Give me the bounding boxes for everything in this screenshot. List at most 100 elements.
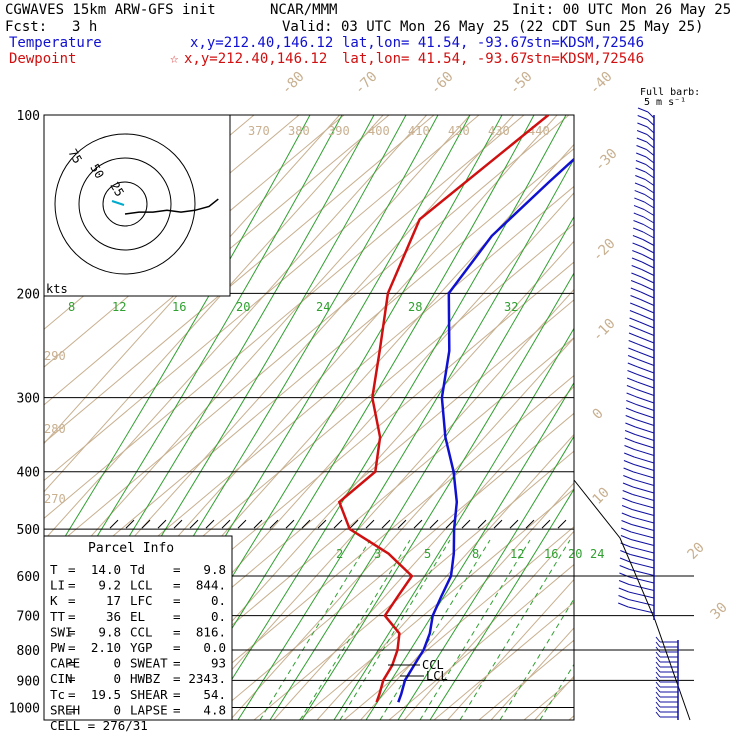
lcl-label: LCL [426, 669, 448, 683]
wind-barb [636, 152, 655, 164]
parcel-param-value: 2.10 [91, 640, 121, 655]
theta-label: 290 [44, 349, 66, 363]
hodograph-ring-50 [78, 157, 172, 251]
wind-barb [655, 641, 678, 648]
dry-adiabat-line [614, 115, 740, 720]
isotherm-line [273, 385, 574, 720]
mixing-ratio-label: 16 [544, 547, 558, 561]
wind-barb [627, 377, 655, 389]
parcel-param-name: TT [50, 609, 66, 624]
parcel-param-name: SREH [50, 702, 80, 717]
wind-barb [655, 681, 678, 688]
forecast-label: Fcst: [5, 19, 48, 35]
wind-barb [621, 527, 655, 539]
hodograph-storm-vector [111, 200, 125, 206]
moist-adiabat-line [499, 597, 574, 720]
theta-label: 280 [44, 422, 66, 436]
parcel-param-name: LFC [130, 593, 153, 608]
hatch-mark [429, 519, 439, 529]
isotherm-line [44, 115, 427, 541]
parcel-param-value: 17 [106, 593, 121, 608]
hatch-mark [189, 519, 199, 529]
mixing-ratio-label: 20 [236, 300, 250, 314]
parcel-param-name: YGP [130, 640, 153, 655]
wind-barb [624, 445, 655, 456]
wind-barb [637, 122, 655, 134]
parcel-param-name: PW [50, 640, 66, 655]
temperature-latlon: lat,lon= 41.54, -93.67 [342, 35, 528, 51]
dry-adiabat-line [44, 115, 390, 406]
wind-barb [634, 190, 655, 201]
pressure-tick-label: 300 [17, 392, 40, 407]
hodograph-ring-75 [54, 133, 196, 275]
wind-barb [624, 452, 655, 464]
wind-barb [633, 212, 655, 224]
parcel-param-name: LI [50, 578, 65, 593]
moist-adiabat-line [259, 539, 371, 720]
parcel-param-name: EL [130, 609, 145, 624]
parcel-equals: = [173, 562, 181, 577]
wind-barb [626, 400, 655, 411]
hodograph-ring-label: 50 [87, 162, 106, 182]
wind-barb [631, 265, 655, 276]
wind-barb [621, 505, 655, 516]
isotherm-label: 0 [590, 406, 607, 423]
pressure-tick-label: 1000 [9, 701, 40, 716]
pressure-tick-label: 800 [17, 644, 40, 659]
isotherm-line [447, 578, 574, 720]
hatch-mark [301, 519, 311, 529]
parcel-info-box: Parcel Info [43, 535, 233, 721]
wind-barb [628, 347, 655, 359]
hatch-mark [477, 519, 487, 529]
dry-adiabat-line [118, 337, 574, 720]
wind-barb [633, 205, 655, 216]
wind-barb [655, 706, 678, 713]
isotherm-line [316, 433, 574, 720]
mixing-ratio-line [237, 158, 574, 720]
wind-barb [625, 422, 655, 434]
hatch-mark [509, 519, 519, 529]
isotherm-label: -30 [592, 146, 621, 175]
wind-barb [632, 235, 655, 246]
mixing-ratio-label: 28 [408, 300, 422, 314]
parcel-param-name: CAPE [50, 656, 80, 671]
dewpoint-trace [337, 115, 550, 703]
forecast-hour: 3 h [72, 19, 98, 35]
dry-adiabat-line [343, 526, 574, 720]
parcel-equals: = [173, 687, 181, 702]
parcel-equals: = [173, 593, 181, 608]
dewpoint-xy: x,y=212.40,146.12 [184, 51, 328, 67]
hodograph-ring-label: 25 [107, 180, 126, 200]
parcel-param-value: 14.0 [91, 562, 121, 577]
theta-label: 380 [288, 124, 310, 138]
theta-label: 440 [528, 124, 550, 138]
pressure-tick-label: 400 [17, 466, 40, 481]
hatch-mark [141, 519, 151, 529]
wind-barb [655, 701, 678, 708]
parcel-equals: = [68, 640, 76, 655]
wind-barb [624, 430, 655, 441]
wind-barb [629, 310, 655, 321]
hatch-mark [365, 519, 375, 529]
isotherm-line [490, 627, 574, 720]
mixing-ratio-line [333, 327, 574, 720]
mixing-ratio-label: 12 [510, 547, 524, 561]
dewpoint-legend: Dewpoint [9, 51, 77, 67]
mixing-ratio-label: 20 [568, 547, 582, 561]
wind-barb [630, 295, 655, 306]
dry-adiabat-line [388, 563, 574, 720]
wind-barb [626, 385, 655, 396]
wind-barb [635, 175, 655, 186]
hatch-mark [221, 519, 231, 529]
wind-barb [630, 287, 655, 299]
hatch-mark [205, 519, 215, 529]
wind-barb [630, 302, 655, 314]
isotherm-line [44, 115, 340, 445]
wind-barb [633, 227, 655, 239]
mixing-ratio-label: 3 [374, 547, 381, 561]
model-title: CGWAVES 15km ARW-GFS init [5, 2, 216, 18]
mixing-ratio-label: 2 [336, 547, 343, 561]
hodograph-units: kts [46, 282, 68, 296]
moist-adiabat-line [379, 539, 491, 720]
parcel-param-value: 0. [211, 609, 226, 624]
